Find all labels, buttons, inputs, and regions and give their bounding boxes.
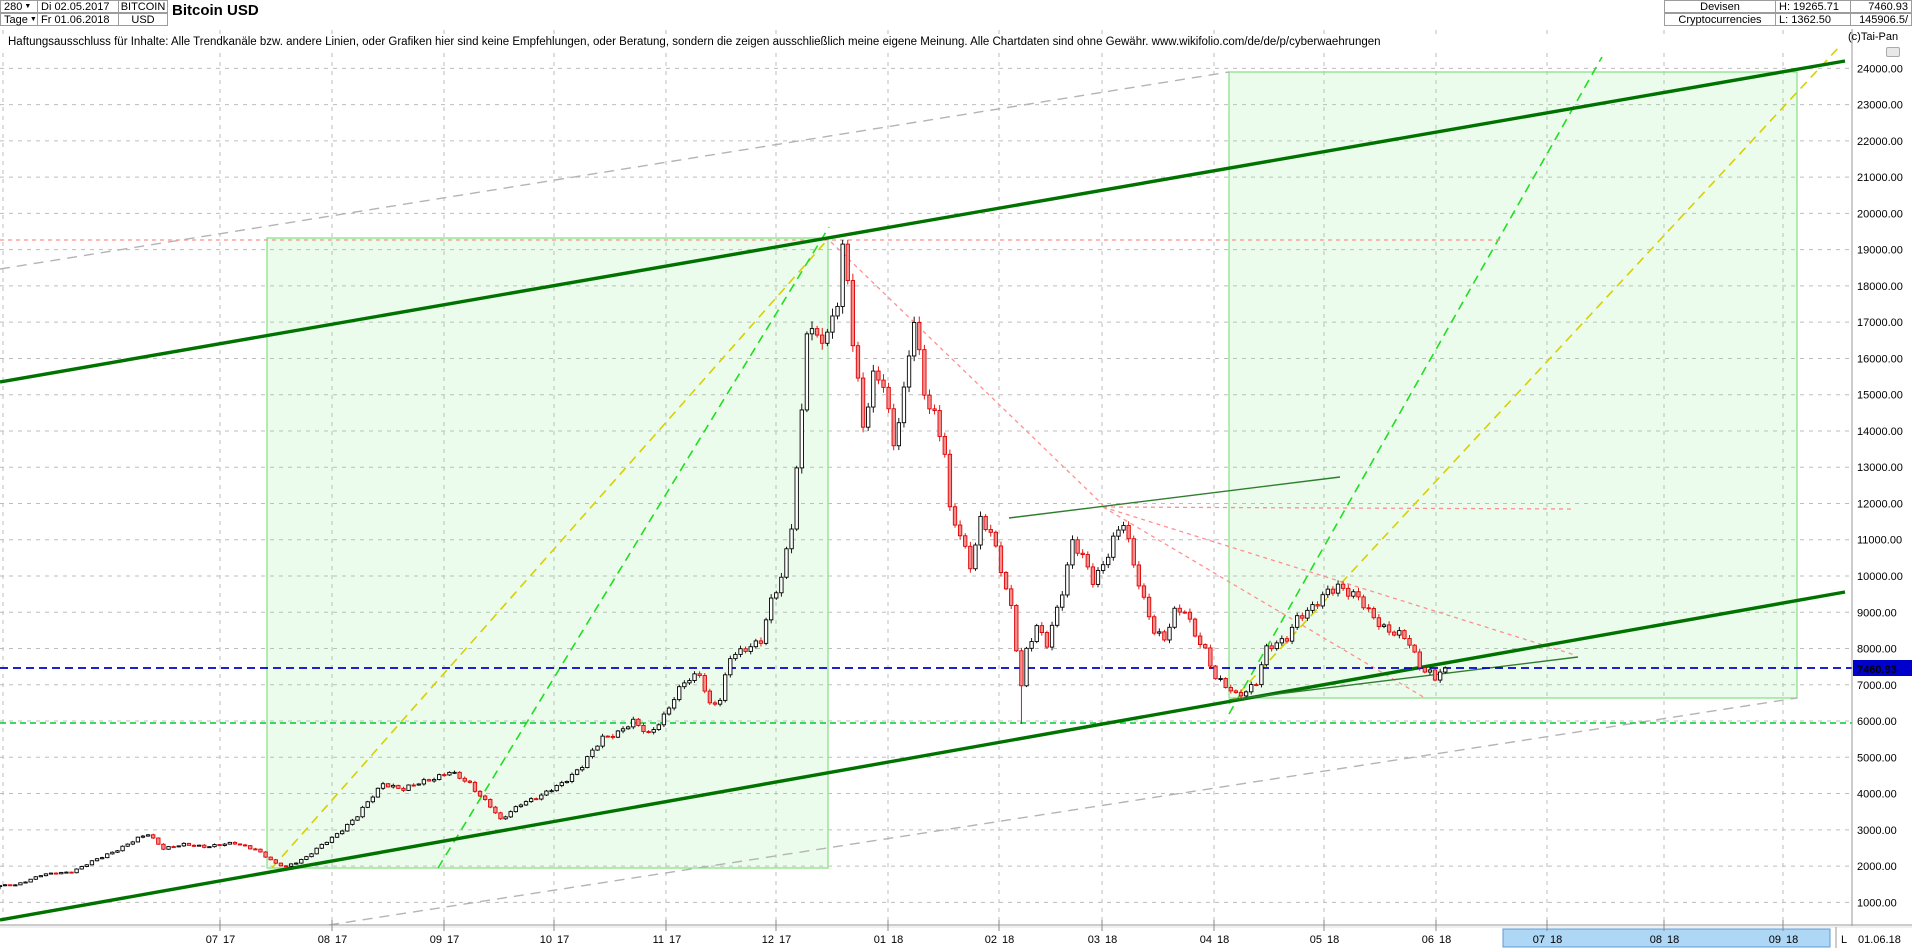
x-axis-label-month: 09 [430,934,442,946]
last-price-value: 7460.93 [1850,0,1912,13]
minor-trendline-2 [1228,656,1579,701]
y-axis-label: 13000.00 [1857,462,1903,474]
x-axis-label-year: 18 [1217,934,1229,946]
x-axis-label-year: 17 [557,934,569,946]
date-from-field[interactable]: Di 02.05.2017 [37,0,119,13]
last-price-marker-value: 7460.93 [1857,664,1897,676]
period-dropdown[interactable]: Tage ▼ [0,13,38,26]
y-axis-label: 5000.00 [1857,752,1897,764]
y-axis-label: 24000.00 [1857,63,1903,75]
x-axis-label-month: 02 [985,934,997,946]
y-axis-label: 18000.00 [1857,281,1903,293]
last-price-marker [1853,660,1912,676]
x-axis-label-year: 17 [669,934,681,946]
y-axis-label: 19000.00 [1857,245,1903,257]
y-axis-label: 20000.00 [1857,208,1903,220]
y-axis-label: 11000.00 [1857,535,1902,547]
x-axis-label-month: 10 [540,934,552,946]
y-axis-label: 4000.00 [1857,789,1897,801]
x-axis-label-month: 08 [318,934,330,946]
red-fan-line-3 [1102,506,1426,699]
x-axis-label-year: 17 [223,934,235,946]
symbol-name: BITCOIN [118,0,168,13]
gray-channel-upper [0,71,1230,270]
y-axis-label: 3000.00 [1857,825,1897,837]
disclaimer-text: Haftungsausschluss für Inhalte: Alle Tre… [8,36,1381,48]
x-axis-label-month: 12 [762,934,774,946]
y-axis-label: 6000.00 [1857,716,1897,728]
yellow-trendline-2017 [271,237,830,869]
y-axis-label: 12000.00 [1857,498,1903,510]
x-axis-label-year: 18 [1105,934,1117,946]
rally-box-2017 [266,237,829,869]
x-axis-label-month: 08 [1650,934,1662,946]
gray-channel-lower [328,697,1798,926]
end-date-label: 01.06.18 [1858,934,1901,946]
period-value: Tage [4,13,28,26]
x-axis-label-month: 06 [1422,934,1434,946]
x-axis-label-year: 18 [1439,934,1451,946]
x-axis-label-year: 17 [779,934,791,946]
x-axis-label-year: 17 [447,934,459,946]
y-axis-label: 23000.00 [1857,100,1903,112]
resize-handle-icon[interactable] [1886,47,1900,57]
date-to-field[interactable]: Fr 01.06.2018 [37,13,119,26]
y-axis-label: 1000.00 [1857,897,1897,909]
volume-value: 145906.5/ [1850,13,1912,26]
green-trendline-2017 [437,226,830,869]
y-axis-label: 21000.00 [1857,172,1903,184]
projection-box-2018 [1228,71,1798,699]
x-axis-label-month: 07 [206,934,218,946]
future-period-highlight [1502,928,1831,948]
x-axis-label-year: 18 [1002,934,1014,946]
period-low-label: L: 1362.50 [1775,13,1851,26]
x-axis-label-month: 09 [1769,934,1781,946]
bars-count-dropdown[interactable]: 280 ▼ [0,0,38,13]
y-axis-label: 22000.00 [1857,136,1903,148]
x-axis-label-month: 03 [1088,934,1100,946]
x-axis-label-month: 07 [1533,934,1545,946]
candles-down [8,239,1438,887]
y-axis-label: 10000.00 [1857,571,1903,583]
y-axis-label: 15000.00 [1857,390,1903,402]
y-axis-label: 8000.00 [1857,644,1897,656]
chevron-down-icon: ▼ [24,3,32,10]
x-axis-label-year: 18 [891,934,903,946]
x-axis-label-month: 11 [653,934,664,946]
symbol-currency: USD [118,13,168,26]
page-title: Bitcoin USD [172,2,259,19]
low-marker-label: L [1841,934,1847,946]
y-axis-strip [1853,29,1912,952]
x-axis-label-year: 18 [1786,934,1798,946]
x-axis-label-month: 04 [1200,934,1212,946]
subcategory-label: Cryptocurrencies [1664,13,1776,26]
x-axis-label-month: 05 [1310,934,1322,946]
x-axis-label-year: 18 [1550,934,1562,946]
x-axis-label-year: 17 [335,934,347,946]
y-axis-label: 16000.00 [1857,353,1903,365]
green-trendline-2018 [1228,56,1603,715]
red-decline-line [830,241,1104,506]
y-axis-label: 17000.00 [1857,317,1903,329]
red-fan-line-2 [1102,506,1576,656]
upper-channel-line [0,59,1846,384]
x-axis-label-month: 01 [874,934,886,946]
y-axis-label: 9000.00 [1857,607,1897,619]
chevron-down-icon: ▼ [29,16,37,23]
x-axis-label-year: 18 [1667,934,1679,946]
copyright-label: (c)Tai-Pan [1848,31,1899,43]
lower-channel-line [0,590,1846,922]
red-fan-line-1 [1102,506,1574,510]
y-axis-label: 14000.00 [1857,426,1903,438]
candles-up [0,240,1448,890]
y-axis-label: 7000.00 [1857,680,1897,692]
y-axis-label: 2000.00 [1857,861,1897,873]
period-high-label: H: 19265.71 [1775,0,1851,13]
x-axis-label-year: 18 [1327,934,1339,946]
minor-trendline-1 [1008,476,1341,519]
category-label: Devisen [1664,0,1776,13]
bars-count-value: 280 [4,0,23,13]
